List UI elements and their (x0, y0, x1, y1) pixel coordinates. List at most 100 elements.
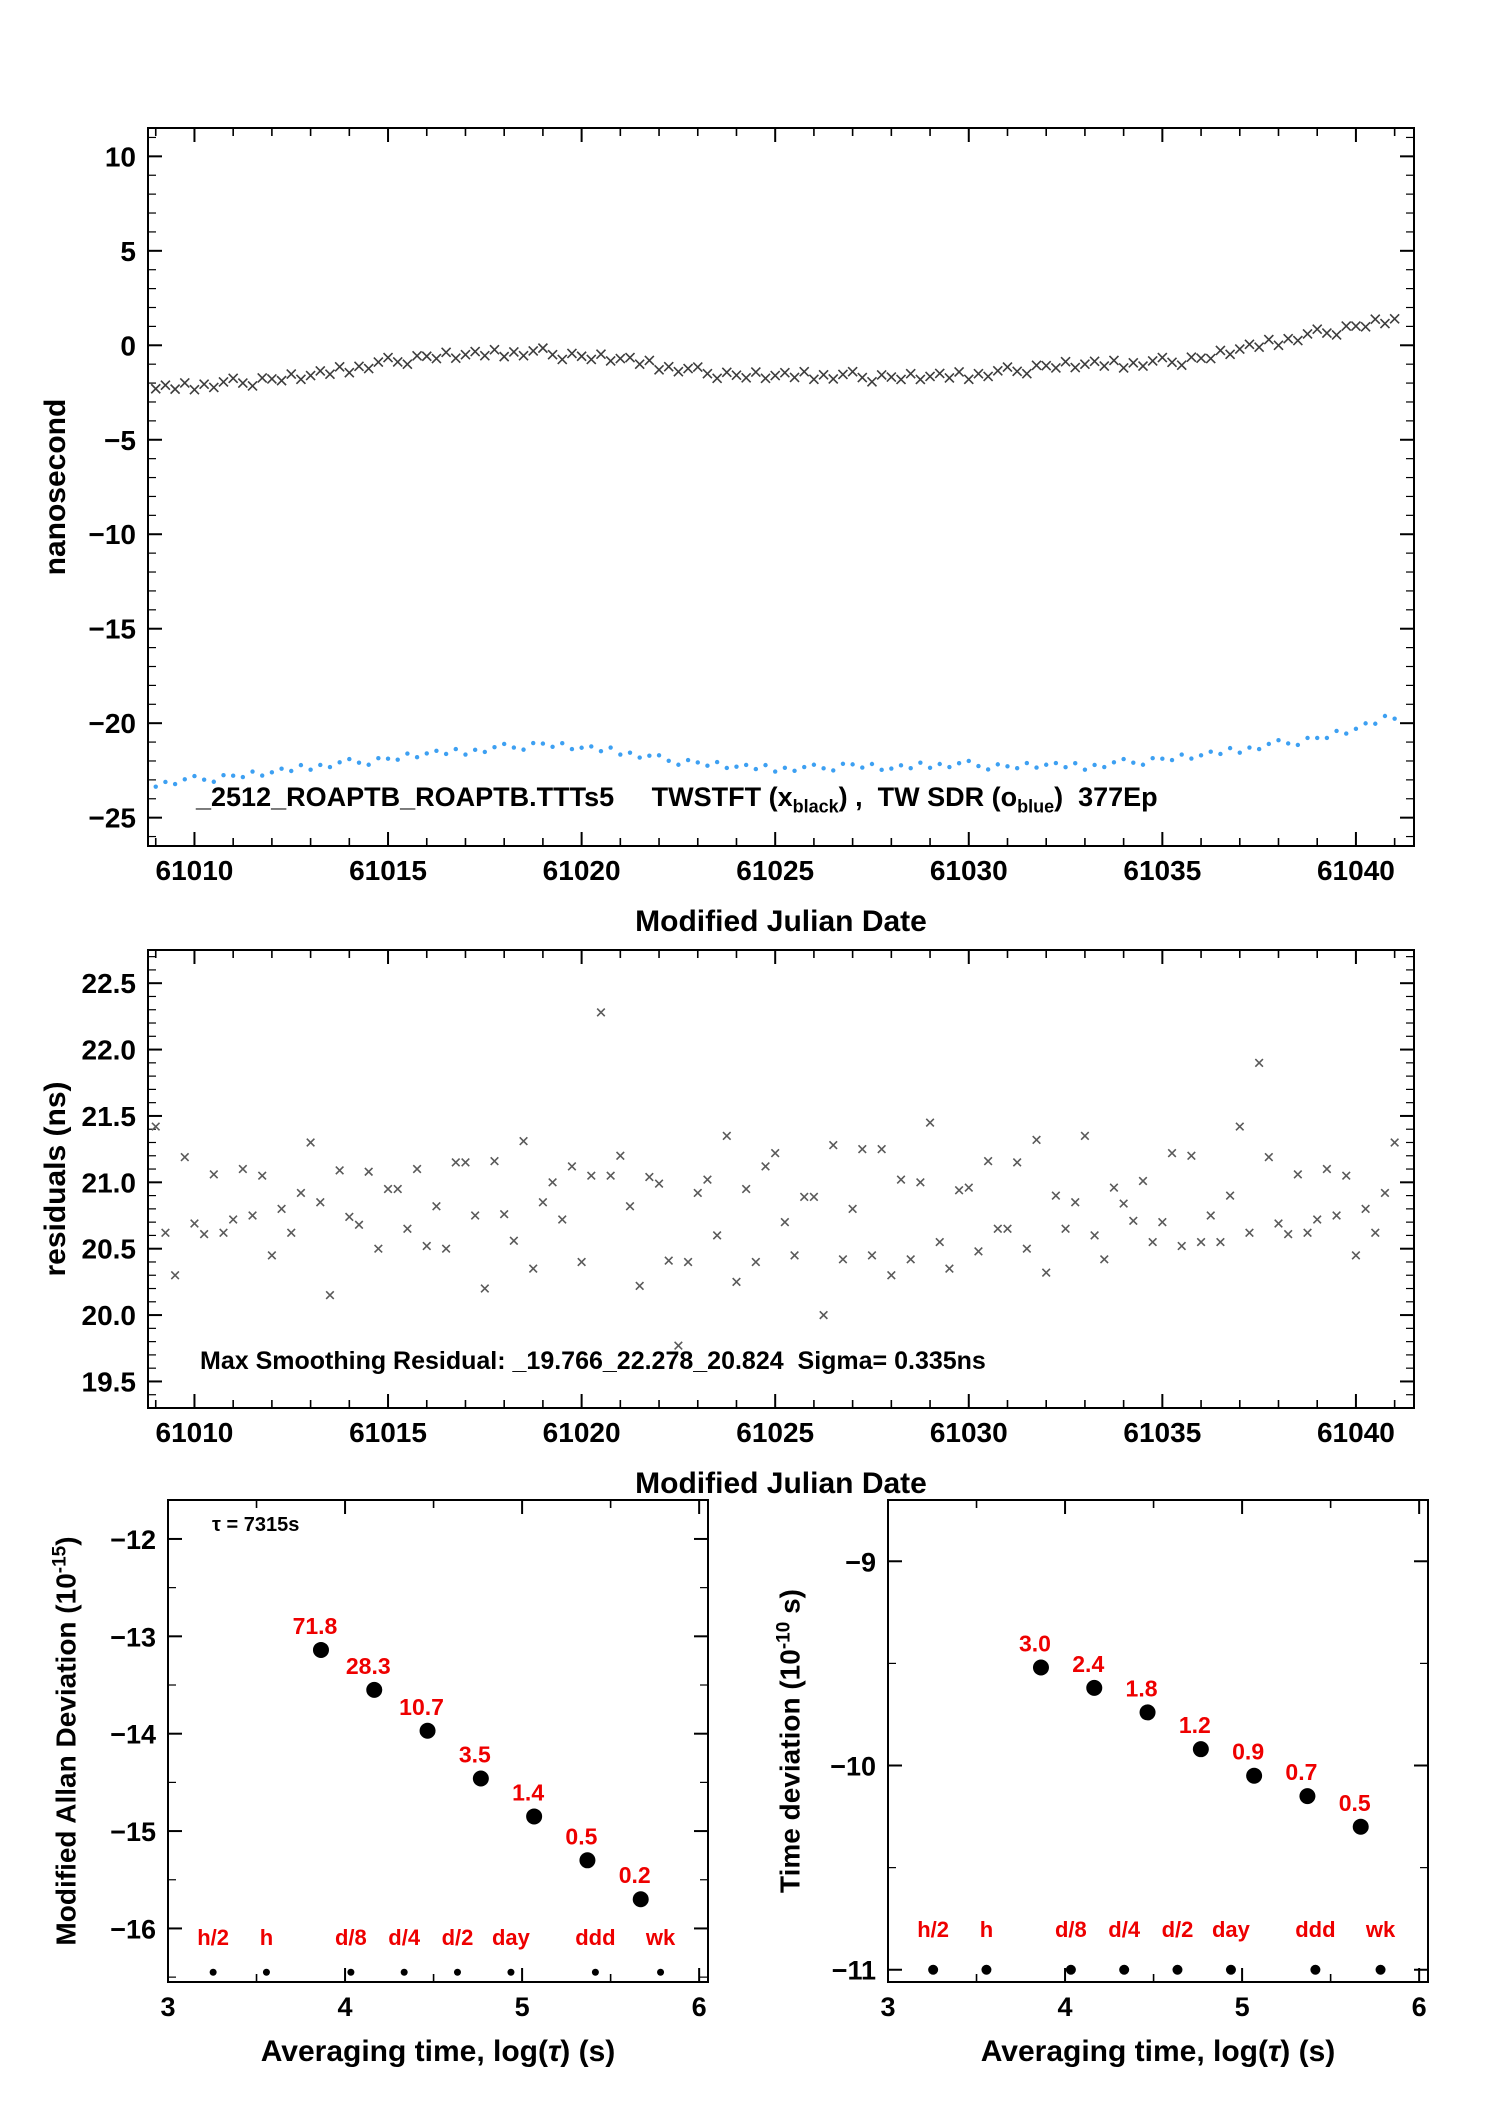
avgtime2-text-2: ) (s) (1280, 2035, 1336, 2068)
mdev-ylabel-close: ) (50, 1536, 82, 1546)
x-axis-label-mjd-mid: Modified Julian Date (635, 1467, 927, 1500)
legend-twstft: TWSTFT (x (614, 782, 793, 812)
svg-text:0.2: 0.2 (619, 1862, 651, 1888)
svg-text:10.7: 10.7 (399, 1694, 444, 1720)
svg-text:1.2: 1.2 (1179, 1712, 1211, 1738)
svg-text:61030: 61030 (930, 1417, 1008, 1448)
mdev-chart: 3 4 5 6 −12 −13 −14 −15 −16 71.8 28.3 10.7 3.5 1.4 0.5… (110, 1499, 709, 2022)
svg-text:−15: −15 (110, 1817, 156, 1847)
svg-text:0.7: 0.7 (1285, 1759, 1317, 1785)
svg-text:5: 5 (515, 1992, 530, 2022)
tw-sdr-series (153, 713, 1397, 789)
svg-text:4: 4 (1058, 1992, 1073, 2022)
svg-text:22.5: 22.5 (82, 968, 137, 999)
svg-text:4: 4 (338, 1992, 353, 2022)
y-axis-label-tdev: Time deviation (10-10 s) (773, 1589, 806, 1893)
svg-text:61040: 61040 (1317, 1417, 1395, 1448)
svg-text:61015: 61015 (349, 1417, 427, 1448)
residuals-chart: 61010 61015 61020 61025 61030 61035 61040 22.5 2… (82, 949, 1415, 1448)
svg-text:61025: 61025 (736, 855, 814, 886)
svg-text:5: 5 (1235, 1992, 1250, 2022)
svg-text:−10: −10 (830, 1752, 876, 1782)
svg-text:2.4: 2.4 (1072, 1651, 1104, 1677)
svg-text:20.5: 20.5 (82, 1234, 137, 1265)
tdev-time-markers: h/2 h d/8 d/4 d/2 day ddd wk (917, 1917, 1396, 1975)
twstft-axis-ticks: 61010 61015 61020 61025 61030 61035 61040 10 5 0 −… (89, 128, 1414, 886)
svg-text:61015: 61015 (349, 855, 427, 886)
svg-text:61020: 61020 (543, 855, 621, 886)
twstft-chart: 61010 61015 61020 61025 61030 61035 61040 10 5 0 −… (89, 127, 1415, 886)
mdev-ylabel-exponent: -15 (49, 1545, 71, 1574)
svg-text:ddd: ddd (575, 1925, 615, 1950)
svg-text:3: 3 (160, 1992, 175, 2022)
tau-symbol-2: τ (1268, 2035, 1281, 2068)
svg-text:d/8: d/8 (1055, 1917, 1087, 1942)
svg-text:h: h (260, 1925, 273, 1950)
svg-text:−10: −10 (89, 519, 137, 550)
mdev-ylabel-text: Modified Allan Deviation (10 (50, 1573, 82, 1946)
avgtime-text-2: ) (s) (560, 2035, 616, 2068)
svg-text:d/2: d/2 (442, 1925, 474, 1950)
svg-text:0.5: 0.5 (565, 1823, 597, 1849)
svg-text:−13: −13 (110, 1622, 156, 1652)
svg-text:61035: 61035 (1123, 855, 1201, 886)
svg-text:−16: −16 (110, 1914, 156, 1944)
svg-text:19.5: 19.5 (82, 1366, 137, 1397)
tdev-axis-ticks: 3 4 5 6 −9 −10 −11 (830, 1500, 1428, 2022)
svg-text:21.5: 21.5 (82, 1101, 137, 1132)
tau-annotation: τ = 7315s (212, 1514, 300, 1536)
y-axis-label-residuals: residuals (ns) (39, 1081, 72, 1277)
svg-text:3: 3 (880, 1992, 895, 2022)
svg-text:0: 0 (120, 330, 136, 361)
svg-text:20.0: 20.0 (82, 1300, 137, 1331)
svg-text:61025: 61025 (736, 1417, 814, 1448)
tau-symbol: τ (548, 2035, 561, 2068)
x-axis-label-avgtime-right: Averaging time, log(τ) (s) (981, 2035, 1336, 2069)
svg-text:21.0: 21.0 (82, 1167, 137, 1198)
svg-text:−14: −14 (110, 1720, 156, 1750)
twstft-series (150, 313, 1400, 395)
y-axis-label-mdev: Modified Allan Deviation (10-15) (49, 1536, 82, 1945)
dataset-name: _2512_ROAPTB_ROAPTB.TTTs5 (196, 782, 615, 812)
svg-text:h: h (980, 1917, 993, 1942)
svg-text:d/2: d/2 (1162, 1917, 1194, 1942)
tdev-points: 3.0 2.4 1.8 1.2 0.9 0.7 0.5 (1019, 1630, 1371, 1835)
tdev-ylabel-exponent: -10 (773, 1621, 795, 1650)
tdev-chart: 3 4 5 6 −9 −10 −11 3.0 2.4 1.8 1.2 0.9 0.7 0.5 h/2 h d/8… (830, 1499, 1429, 2022)
svg-text:61030: 61030 (930, 855, 1008, 886)
avgtime-text-1: Averaging time, log( (260, 2035, 548, 2068)
svg-text:5: 5 (120, 236, 136, 267)
legend-sub-black: black (792, 796, 839, 817)
svg-text:0.5: 0.5 (1339, 1790, 1371, 1816)
legend-sub-blue: blue (1017, 796, 1055, 817)
svg-text:1.8: 1.8 (1126, 1675, 1158, 1701)
svg-text:d/8: d/8 (335, 1925, 367, 1950)
svg-text:28.3: 28.3 (346, 1653, 391, 1679)
x-axis-label-avgtime-left: Averaging time, log(τ) (s) (261, 2035, 616, 2069)
svg-text:h/2: h/2 (917, 1917, 949, 1942)
svg-text:wk: wk (1365, 1917, 1396, 1942)
svg-text:61020: 61020 (543, 1417, 621, 1448)
svg-text:−12: −12 (110, 1525, 156, 1555)
svg-text:day: day (492, 1925, 531, 1950)
svg-text:d/4: d/4 (388, 1925, 421, 1950)
svg-text:wk: wk (645, 1925, 676, 1950)
svg-text:−9: −9 (845, 1547, 876, 1577)
svg-text:6: 6 (1412, 1992, 1427, 2022)
svg-text:3.5: 3.5 (459, 1741, 491, 1767)
svg-text:−25: −25 (89, 803, 137, 834)
legend-sdr: ) , TW SDR (o (838, 782, 1018, 812)
svg-text:10: 10 (105, 141, 136, 172)
svg-text:61010: 61010 (156, 855, 234, 886)
svg-text:22.0: 22.0 (82, 1035, 137, 1066)
mdev-time-markers: h/2 h d/8 d/4 d/2 day ddd wk (197, 1925, 676, 1976)
svg-text:h/2: h/2 (197, 1925, 229, 1950)
tdev-ylabel-close: s) (774, 1589, 806, 1622)
svg-text:day: day (1212, 1917, 1251, 1942)
svg-text:6: 6 (692, 1992, 707, 2022)
residual-stats-annotation: Max Smoothing Residual: _19.766_22.278_2… (200, 1347, 986, 1375)
residuals-axis-ticks: 61010 61015 61020 61025 61030 61035 61040 22.5 2… (82, 950, 1414, 1448)
top-chart-annotation: _2512_ROAPTB_ROAPTB.TTTs5 TWSTFT (xblack… (196, 782, 1158, 817)
